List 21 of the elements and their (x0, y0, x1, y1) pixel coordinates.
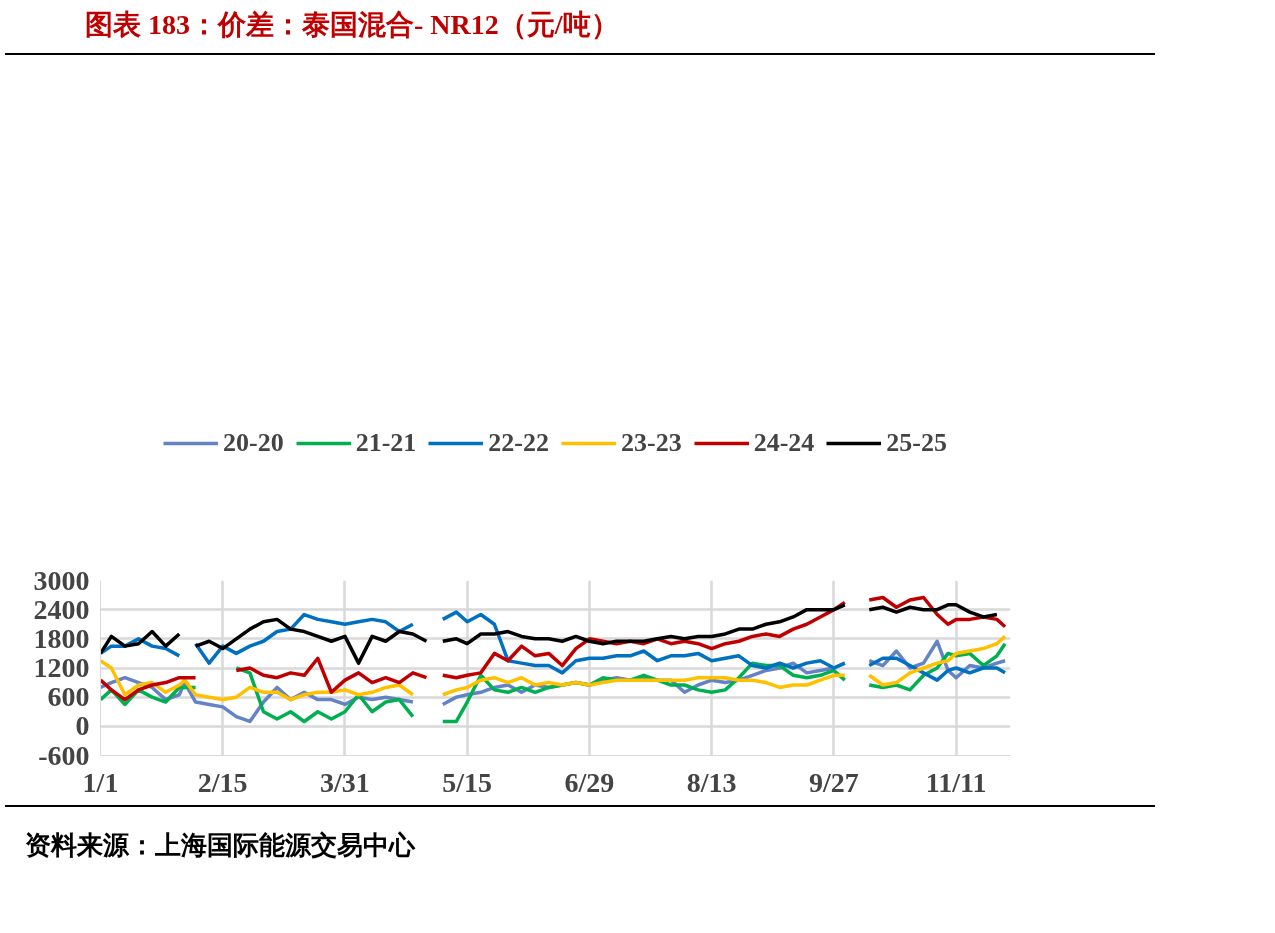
y-tick-label: 1200 (33, 652, 90, 683)
y-tick-label: 1800 (33, 622, 90, 654)
x-tick-label: 3/31 (320, 766, 370, 798)
legend-label: 24-24 (753, 427, 815, 458)
x-tick-label: 9/27 (809, 766, 859, 798)
legend-label: 22-22 (488, 427, 549, 458)
y-tick-label: 0 (75, 710, 90, 742)
legend-label: 21-21 (355, 427, 417, 458)
x-tick-label: 11/11 (925, 766, 987, 798)
y-tick-label: 600 (47, 681, 90, 713)
chart-title: 图表 183：价差：泰国混合- NR12（元/吨） (85, 8, 619, 42)
y-tick-label: 2400 (33, 593, 90, 625)
x-tick-label: 6/29 (564, 766, 615, 798)
text: 资料来源：上海国际能源交易中心 (25, 830, 415, 862)
legend-label: 20-20 (222, 427, 284, 458)
legend-label: 23-23 (621, 427, 682, 458)
y-tick-label: 3000 (33, 564, 90, 596)
legend-label: 25-25 (886, 427, 948, 458)
x-tick-label: 2/15 (197, 766, 248, 798)
x-tick-label: 8/13 (686, 766, 737, 798)
x-tick-label: 5/15 (442, 766, 493, 798)
